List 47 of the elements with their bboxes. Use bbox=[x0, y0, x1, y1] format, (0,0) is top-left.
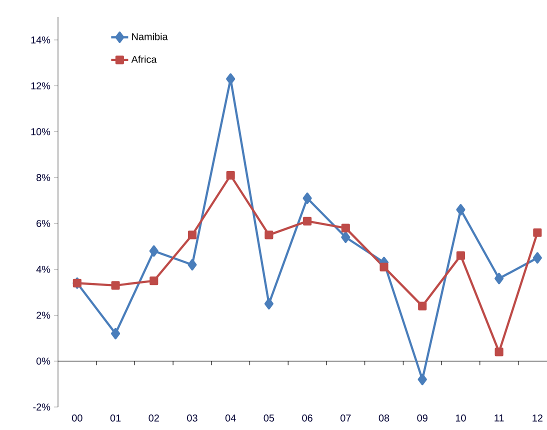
point bbox=[456, 204, 466, 216]
x-tick-label: 03 bbox=[187, 414, 198, 422]
point bbox=[188, 230, 197, 240]
x-tick-label: 07 bbox=[340, 414, 351, 422]
x-tick-label: 04 bbox=[225, 414, 236, 422]
y-tick-label: 0% bbox=[36, 358, 50, 365]
point bbox=[341, 224, 350, 232]
point bbox=[111, 328, 120, 340]
x-tick-label: 01 bbox=[110, 414, 121, 422]
legend-label: Africa bbox=[131, 56, 157, 63]
point bbox=[150, 276, 158, 286]
point bbox=[418, 374, 427, 386]
y-tick-label: 12% bbox=[31, 82, 50, 90]
point bbox=[380, 262, 388, 272]
point bbox=[264, 298, 274, 310]
point bbox=[533, 228, 542, 237]
point bbox=[111, 281, 120, 290]
x-tick-label: 08 bbox=[378, 414, 390, 422]
y-tick-label: -2% bbox=[33, 403, 50, 411]
x-tick-label: 06 bbox=[302, 414, 312, 422]
y-tick-label: 14% bbox=[31, 36, 50, 44]
point bbox=[494, 348, 504, 356]
y-tick-label: 2% bbox=[36, 312, 50, 319]
x-tick-label: 02 bbox=[148, 414, 159, 422]
point bbox=[532, 252, 542, 264]
point bbox=[456, 251, 465, 260]
y-tick-label: 6% bbox=[36, 220, 50, 227]
point bbox=[226, 171, 235, 180]
point bbox=[494, 272, 504, 284]
x-tick-label: 09 bbox=[417, 414, 428, 422]
point bbox=[188, 259, 197, 270]
x-tick-label: 00 bbox=[72, 414, 82, 422]
point bbox=[226, 73, 236, 85]
y-tick-label: 4% bbox=[36, 266, 50, 273]
x-tick-label: 12 bbox=[532, 414, 542, 422]
legend-label: Namibia bbox=[132, 32, 168, 40]
y-tick-label: 8% bbox=[36, 174, 50, 182]
point bbox=[418, 302, 427, 310]
point bbox=[303, 216, 312, 226]
x-tick-label: 10 bbox=[456, 414, 466, 422]
y-tick-label: 10% bbox=[31, 128, 50, 136]
x-tick-label: 05 bbox=[264, 414, 274, 422]
point bbox=[264, 230, 274, 240]
point bbox=[302, 192, 312, 204]
point bbox=[149, 245, 158, 257]
x-tick-label: 11 bbox=[494, 414, 504, 422]
point bbox=[341, 232, 350, 243]
